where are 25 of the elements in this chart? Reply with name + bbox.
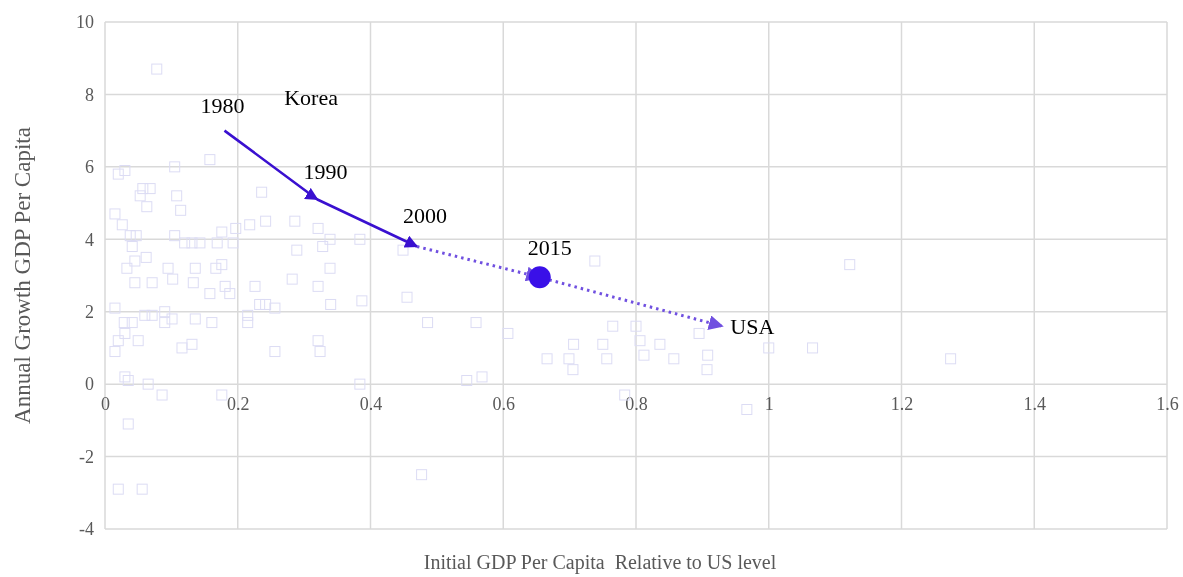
y-tick-label: 0 [85,374,94,395]
x-tick-label: 1.4 [1023,393,1046,414]
x-tick-label: 0.6 [492,393,515,414]
annotation: 1990 [303,159,348,185]
x-tick-label: 0.4 [359,393,383,414]
x-tick-label: 0.8 [625,393,648,414]
y-axis-title: Annual Growth GDP Per Capita [10,127,35,424]
x-tick-label: 1.2 [890,393,914,414]
annotation: 2000 [402,202,447,228]
y-tick-label: 6 [85,157,94,178]
annotation: Korea [284,85,339,111]
y-tick-label: 2 [85,301,94,322]
y-tick-label: -4 [79,519,94,540]
y-tick-label: 8 [85,84,94,105]
y-tick-label: -2 [79,446,94,467]
y-tick-label: 4 [85,229,94,250]
x-tick-label: 1 [764,393,774,414]
y-tick-label: 10 [76,12,94,33]
x-tick-label: 0 [101,393,110,414]
annotation: 2015 [527,235,572,261]
x-tick-label: 0.2 [227,393,250,414]
annotation: 1980 [200,92,245,118]
x-axis-title: Initial GDP Per Capita Relative to US level [423,551,777,574]
annotation: USA [730,314,775,340]
x-tick-label: 1.6 [1156,393,1179,414]
